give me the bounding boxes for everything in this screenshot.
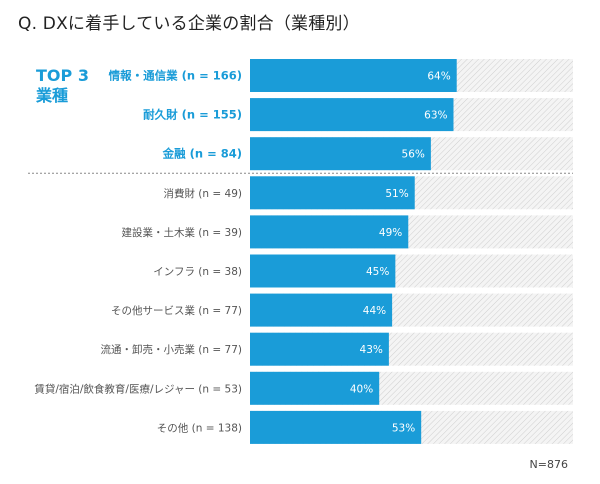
category-label: 建設業・土木業 (n = 39) [121, 226, 242, 239]
bar-value-label: 63% [424, 110, 447, 122]
category-label: 賃貸/宿泊/飲食教育/医療/レジャー (n = 53) [34, 382, 242, 395]
bar-value-label: 51% [385, 188, 408, 200]
bar-value-label: 64% [427, 71, 450, 83]
category-label: 流通・卸売・小売業 (n = 77) [100, 343, 242, 356]
bar-value-label: 56% [402, 149, 425, 161]
top3-label-line1: TOP 3 [36, 66, 89, 85]
category-label: その他サービス業 (n = 77) [111, 304, 242, 317]
bar-value-label: 44% [363, 305, 386, 317]
bar [250, 332, 389, 366]
category-label: 消費財 (n = 49) [163, 187, 242, 200]
top3-label-line2: 業種 [36, 86, 69, 105]
bar-value-label: 40% [350, 383, 373, 395]
bar-value-label: 53% [392, 422, 415, 434]
bar [250, 176, 415, 210]
bar [250, 293, 393, 327]
bar [250, 137, 431, 171]
bar-value-label: 43% [360, 344, 383, 356]
bar [250, 215, 409, 249]
bar-value-label: 49% [379, 227, 402, 239]
sample-size-label: N=876 [529, 458, 568, 471]
bar [250, 59, 457, 92]
category-label: 情報・通信業 (n = 166) [108, 69, 242, 83]
category-label: その他 (n = 138) [157, 421, 242, 434]
bar [250, 410, 422, 444]
bar [250, 254, 396, 288]
bar [250, 98, 454, 132]
category-label: 耐久財 (n = 155) [143, 108, 242, 122]
chart-title: Q. DXに着手している企業の割合（業種別） [18, 14, 360, 34]
category-label: インフラ (n = 38) [153, 266, 242, 278]
bar-value-label: 45% [366, 266, 389, 278]
top3-label: TOP 3 業種 [36, 66, 89, 106]
bar [250, 371, 380, 405]
category-label: 金融 (n = 84) [162, 147, 242, 161]
